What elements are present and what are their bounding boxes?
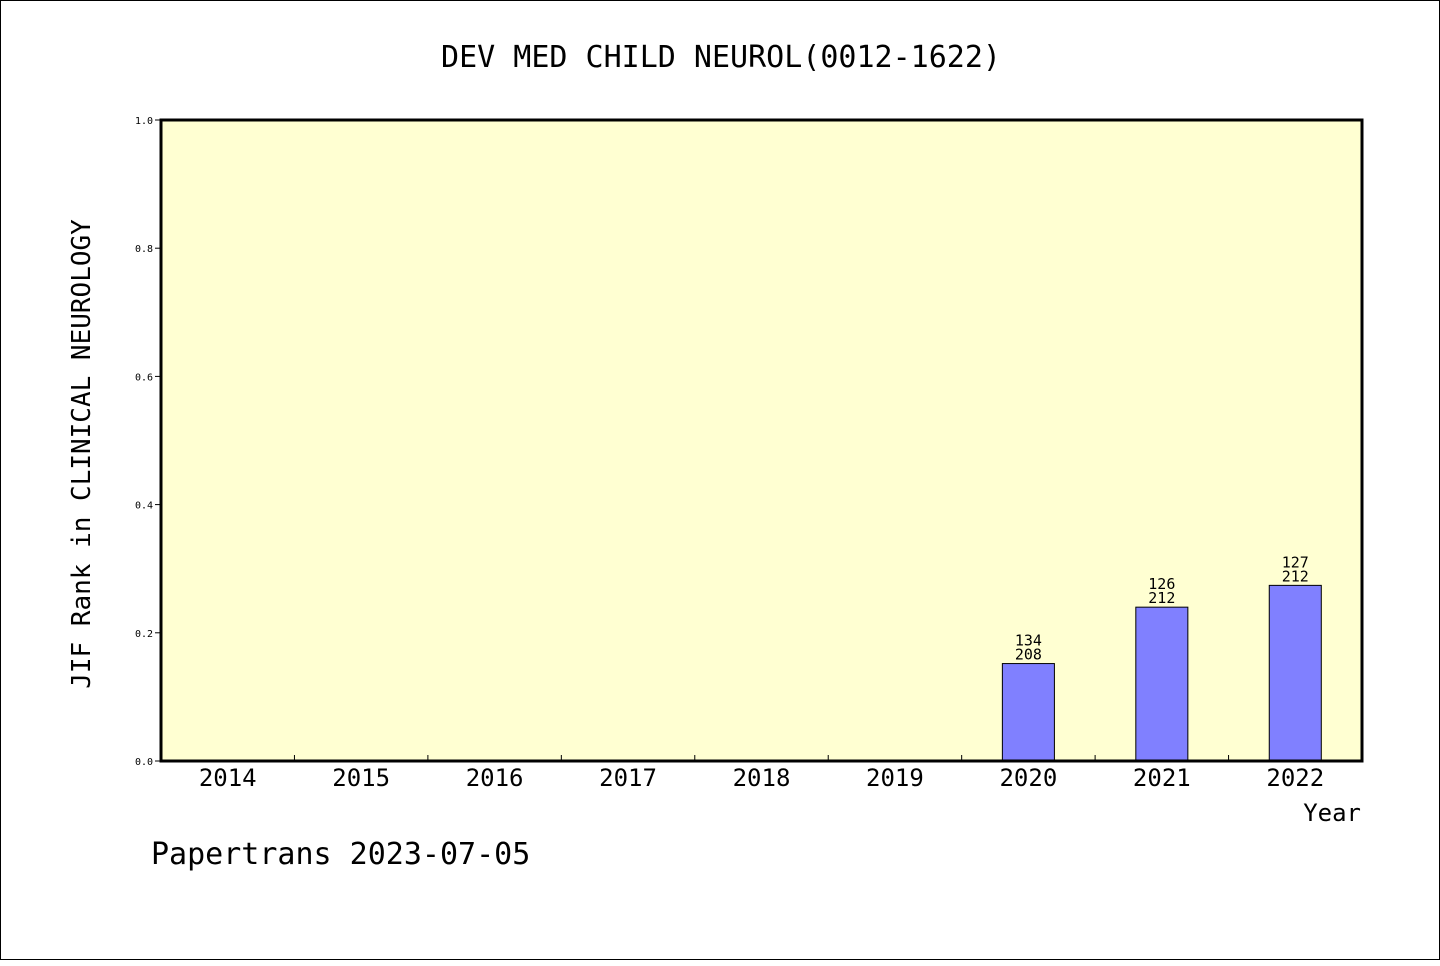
plot-border (159, 118, 1364, 763)
footer-text: Papertrans 2023-07-05 (151, 837, 530, 872)
x-tick-label: 2020 (999, 764, 1057, 792)
y-tick-label: 0.2 (135, 629, 153, 640)
x-tick-label: 2014 (199, 764, 257, 792)
x-tick-label: 2021 (1133, 764, 1191, 792)
x-axis-label: Year (1303, 799, 1361, 827)
x-tick-label: 2019 (866, 764, 924, 792)
x-tick-label: 2018 (733, 764, 791, 792)
x-tick-label: 2017 (599, 764, 657, 792)
y-tick-label: 0.4 (135, 501, 153, 512)
bar (1268, 584, 1322, 762)
x-axis: 2014 2015 2016 2017 2018 2019 2020 2021 2022 (199, 755, 1324, 792)
y-tick-label: 0.6 (135, 372, 153, 383)
x-tick-label: 2022 (1266, 764, 1324, 792)
x-tick-label: 2016 (466, 764, 524, 792)
bar-total-label: 208 (1015, 646, 1042, 664)
bar-rank-label: 127 (1282, 553, 1309, 571)
bar (1001, 663, 1055, 762)
bar-rank-label: 126 (1148, 575, 1175, 593)
y-tick-label: 0.0 (135, 757, 153, 768)
chart-title: DEV MED CHILD NEUROL(0012-1622) (441, 40, 1001, 75)
y-tick-label: 1.0 (135, 116, 153, 127)
y-tick-label: 0.8 (135, 244, 153, 255)
bar (1135, 606, 1189, 762)
bar-rank-label: 134 (1015, 632, 1042, 650)
y-axis-label: JIF Rank in CLINICAL NEUROLOGY (67, 219, 97, 689)
bar-total-label: 212 (1282, 567, 1309, 585)
bar-total-label: 212 (1148, 589, 1175, 607)
x-tick-label: 2015 (332, 764, 390, 792)
y-axis: 0.0 0.2 0.4 0.6 0.8 1.0 (135, 116, 161, 768)
